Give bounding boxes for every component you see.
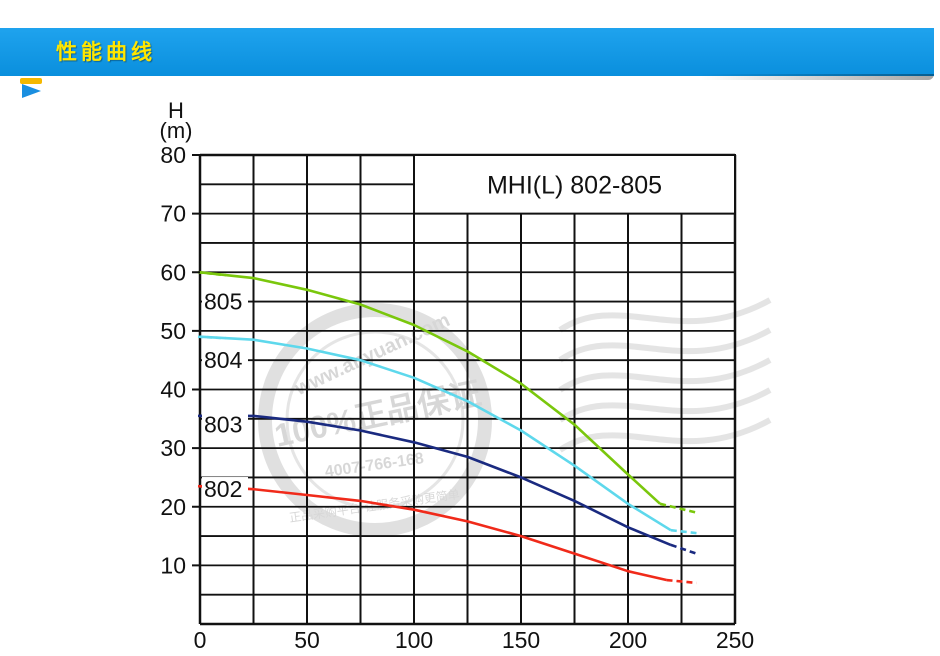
watermark-text-phone: 4007-766-168 bbox=[324, 450, 425, 481]
curve-labels: 805 804 803 802 bbox=[202, 288, 248, 502]
y-tick-label: 60 bbox=[160, 259, 186, 285]
x-tick-label: 50 bbox=[294, 627, 320, 653]
x-tick-label: 150 bbox=[502, 627, 540, 653]
curve-start-dashed-805 bbox=[197, 270, 226, 277]
header-shadow bbox=[700, 74, 934, 80]
section-header-bar bbox=[0, 28, 934, 76]
y-tick-label: 40 bbox=[160, 377, 186, 403]
chart-title-box bbox=[413, 154, 736, 215]
y-axis-label-symbol: H bbox=[168, 98, 184, 123]
axis-ticks: 10 20 30 40 50 60 70 80 0 50 100 150 200 250 bbox=[160, 142, 754, 653]
curve-label-bg bbox=[202, 412, 248, 437]
curve-end-dashed-802 bbox=[666, 578, 697, 585]
curves bbox=[197, 270, 697, 585]
header-arrow-icon bbox=[22, 84, 41, 98]
curve-label-bg bbox=[202, 477, 248, 502]
y-tick-label: 50 bbox=[160, 318, 186, 344]
curve-end-dashed-803 bbox=[670, 543, 697, 555]
curve-802 bbox=[199, 484, 667, 582]
curve-label-802: 802 bbox=[204, 476, 242, 502]
curve-label-803: 803 bbox=[204, 412, 242, 438]
curve-803 bbox=[200, 414, 672, 547]
section-title: 性能曲线 bbox=[56, 40, 156, 64]
y-tick-label: 70 bbox=[160, 201, 186, 227]
watermark-stamp: www.anyuan.com 100%正品保证 4007-766-168 正品采… bbox=[258, 297, 772, 537]
x-tick-label: 100 bbox=[395, 627, 433, 653]
curve-805 bbox=[199, 271, 661, 505]
y-axis-label-unit: (m) bbox=[160, 118, 193, 143]
x-tick-label: 200 bbox=[609, 627, 647, 653]
y-tick-label: 30 bbox=[160, 435, 186, 461]
y-tick-label: 20 bbox=[160, 494, 186, 520]
curve-end-dashed-805 bbox=[659, 502, 697, 514]
curve-804 bbox=[199, 335, 672, 532]
curve-label-bg bbox=[202, 348, 248, 373]
curve-end-dashed-804 bbox=[670, 528, 697, 535]
curve-label-805: 805 bbox=[204, 288, 242, 314]
header-accent-bar bbox=[20, 78, 42, 84]
curve-label-bg bbox=[202, 289, 248, 314]
curve-start-dashed-804 bbox=[197, 335, 226, 340]
x-tick-label: 250 bbox=[716, 627, 754, 653]
chart-grid bbox=[198, 153, 737, 626]
y-tick-label: 80 bbox=[160, 142, 186, 168]
x-tick-label: 0 bbox=[194, 627, 207, 653]
chart-title: MHI(L) 802-805 bbox=[487, 171, 662, 199]
curve-label-804: 804 bbox=[204, 347, 243, 373]
y-tick-label: 10 bbox=[160, 552, 186, 578]
